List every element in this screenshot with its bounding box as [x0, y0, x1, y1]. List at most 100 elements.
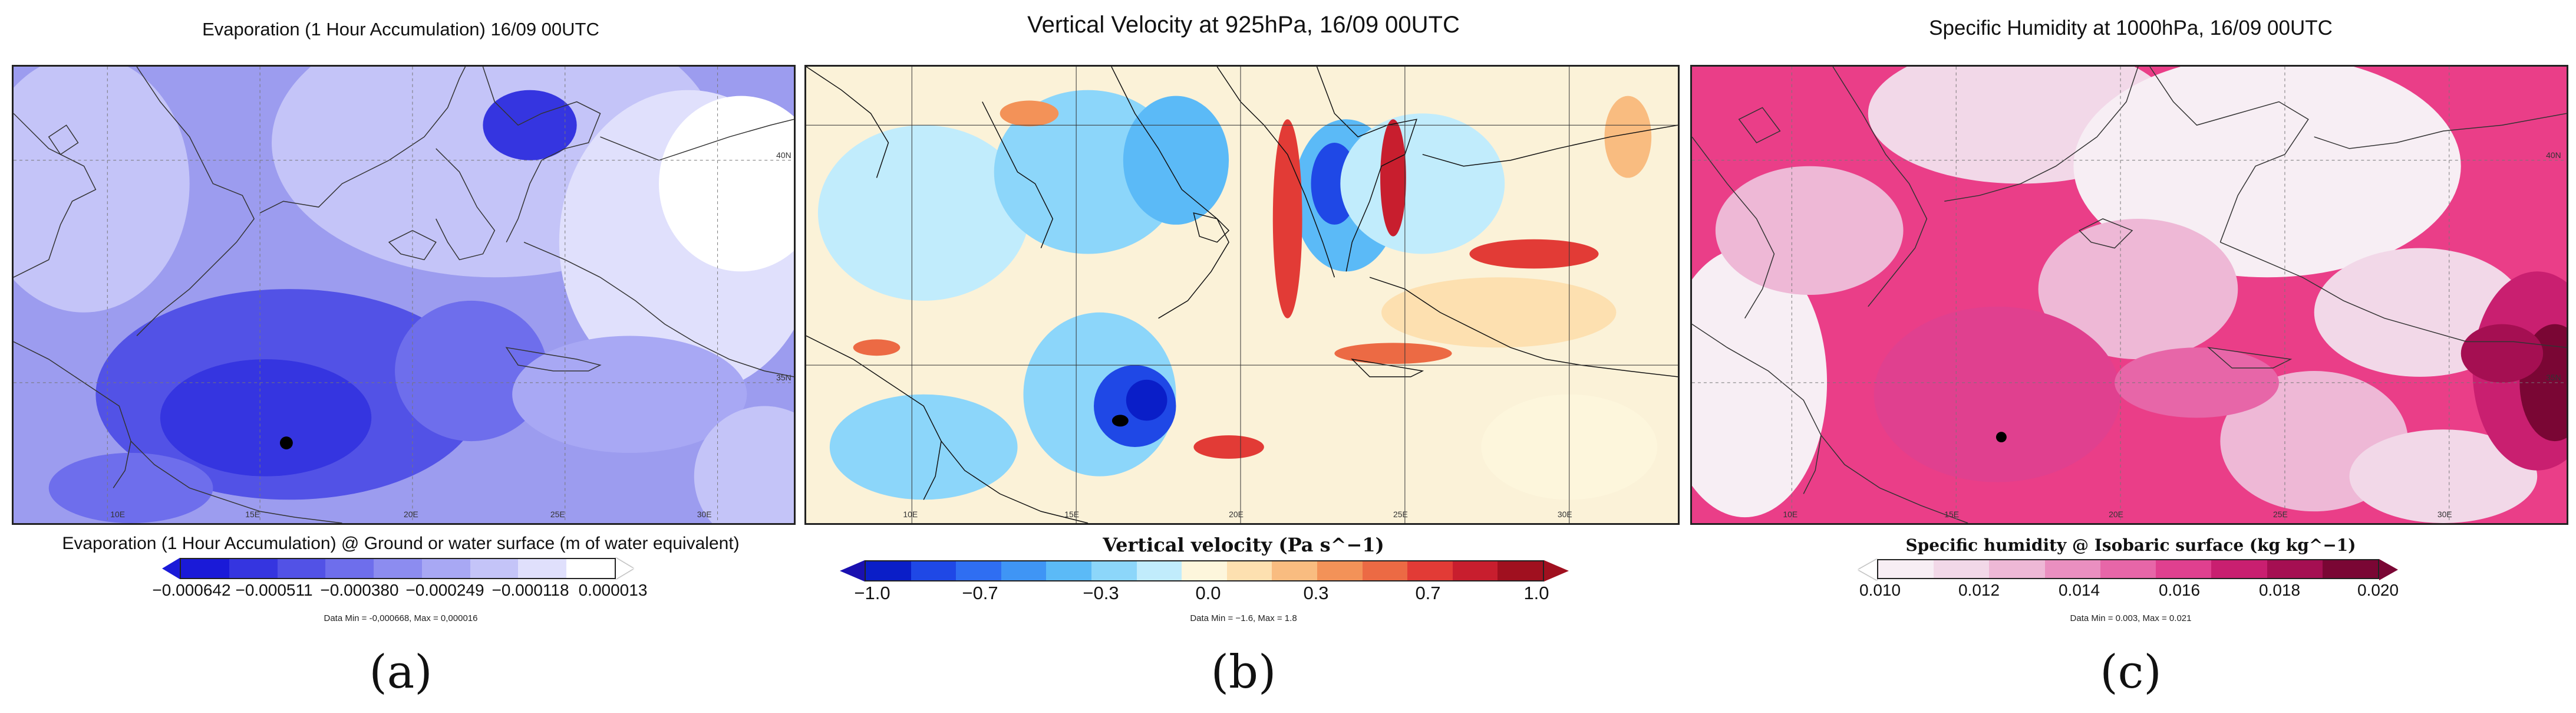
colorbar-title: Vertical velocity (Pa s^−1) — [1103, 534, 1384, 556]
field-blob — [1715, 166, 1904, 295]
lon-label: 10E — [1783, 510, 1797, 519]
panel-evaporation: Evaporation (1 Hour Accumulation) 16/09 … — [0, 0, 802, 713]
field-blob — [48, 452, 213, 523]
location-marker — [1111, 415, 1129, 427]
colorbar-tick: −1.0 — [854, 583, 890, 603]
graticule — [14, 67, 794, 523]
colorbar-cell — [2322, 560, 2378, 578]
panel-specific-humidity: Specific Humidity at 1000hPa, 16/09 00UT… — [1686, 0, 2576, 713]
location-marker — [279, 436, 293, 449]
specific-humidity-map[interactable]: 10E 15E 20E 25E 30E 40N 35N — [1690, 65, 2568, 525]
field-blob — [160, 359, 372, 477]
lon-label: 25E — [550, 510, 565, 519]
colorbar-arrow-right — [616, 558, 634, 579]
lon-label: 10E — [903, 510, 918, 519]
panel-vertical-velocity: Vertical Velocity at 925hPa, 16/09 00UTC — [802, 0, 1686, 713]
field-blob — [1272, 119, 1302, 318]
colorbar-tick: 0.020 — [2357, 581, 2399, 599]
coastlines — [14, 67, 794, 523]
colorbar-arrow-right — [1544, 560, 1569, 581]
specific-humidity-map-svg: 10E 15E 20E 25E 30E 40N 35N — [1692, 67, 2567, 523]
lat-label: 35N — [776, 373, 791, 382]
colorbar-cell — [2156, 560, 2212, 578]
panel-label-c: (c) — [2100, 646, 2162, 699]
vertical-velocity-map-svg: 10E 15E 20E 25E 30E — [806, 67, 1678, 523]
colorbar-tick: 0.000013 — [578, 581, 648, 599]
colorbar-cell — [2100, 560, 2156, 578]
field-blob — [694, 406, 794, 523]
colorbar-cell — [1362, 561, 1408, 580]
field-blob — [1469, 239, 1599, 269]
colorbar-cell — [470, 559, 519, 578]
vertical-velocity-map[interactable]: 10E 15E 20E 25E 30E — [804, 65, 1680, 525]
panel-c-title: Specific Humidity at 1000hPa, 16/09 00UT… — [1929, 17, 2333, 40]
field-blob — [14, 67, 190, 313]
lon-label: 30E — [1558, 510, 1572, 519]
colorbar-tick: 0.012 — [1958, 581, 2000, 599]
colorbar-title: Evaporation (1 Hour Accumulation) @ Grou… — [62, 534, 740, 553]
colorbar-arrow-left — [162, 558, 180, 579]
colorbar-tick: 1.0 — [1523, 583, 1549, 603]
colorbar-cell — [277, 559, 326, 578]
colorbar-tick: 0.0 — [1195, 583, 1221, 603]
lon-label: 25E — [2273, 510, 2288, 519]
panel-label-b: (b) — [1211, 646, 1277, 699]
colorbar — [1877, 559, 2379, 579]
colorbar-cell — [1934, 560, 1990, 578]
lat-label: 35N — [2546, 373, 2561, 382]
colorbar-arrow-left — [840, 560, 865, 581]
field-blob — [1381, 277, 1617, 348]
colorbar-cell — [956, 561, 1001, 580]
field-blob — [1340, 113, 1505, 254]
colorbar-cell — [911, 561, 956, 580]
colorbar-tick: 0.016 — [2158, 581, 2201, 599]
colorbar-cell — [1226, 561, 1272, 580]
graticule — [1692, 67, 2567, 523]
field-blob — [1334, 343, 1452, 364]
colorbar-tick: −0.000642 — [152, 581, 231, 599]
colorbar-cell — [1989, 560, 2045, 578]
field-blob — [1604, 96, 1652, 178]
colorbar-tick: 0.7 — [1415, 583, 1441, 603]
lon-label: 30E — [2438, 510, 2452, 519]
colorbar-arrow-right — [2379, 559, 2398, 580]
panel-b-title: Vertical Velocity at 925hPa, 16/09 00UTC — [1027, 12, 1460, 38]
field-blob — [829, 394, 1018, 500]
colorbar-cell — [325, 559, 374, 578]
colorbar-cell — [1498, 561, 1543, 580]
colorbar-tick: 0.010 — [1859, 581, 1901, 599]
colorbar-cell — [866, 561, 911, 580]
colorbar-cell — [1407, 561, 1453, 580]
colorbar-cell — [229, 559, 278, 578]
colorbar-tick: −0.000511 — [235, 581, 313, 599]
lon-label: 20E — [1229, 510, 1244, 519]
colorbar-cell — [1452, 561, 1498, 580]
colorbar-cell — [2044, 560, 2100, 578]
field-blob — [1000, 100, 1059, 127]
lat-label: 40N — [2546, 150, 2561, 160]
field-blob — [1123, 96, 1229, 225]
lon-label: 15E — [1064, 510, 1079, 519]
colorbar-cell — [1136, 561, 1182, 580]
colorbar-cell — [374, 559, 422, 578]
colorbar-cell — [1001, 561, 1047, 580]
field-blob — [1193, 435, 1264, 459]
field-blob — [512, 336, 747, 453]
data-min-max: Data Min = 0.003, Max = 0.021 — [2070, 613, 2192, 623]
colorbar-arrow-left — [1858, 559, 1877, 580]
field-blob — [1380, 119, 1406, 236]
colorbar-tick: −0.3 — [1083, 583, 1119, 603]
colorbar-title: Specific humidity @ Isobaric surface (kg… — [1905, 535, 2356, 555]
evaporation-map[interactable]: 10E 15E 20E 25E 30E 40N 35N — [12, 65, 796, 525]
colorbar-cell — [1317, 561, 1363, 580]
colorbar-tick: −0.000380 — [320, 581, 399, 599]
lon-label: 25E — [1393, 510, 1408, 519]
lon-label: 15E — [245, 510, 260, 519]
colorbar-tick: −0.7 — [962, 583, 998, 603]
field-blob — [395, 300, 547, 442]
field-blob — [2349, 429, 2538, 523]
colorbar-cell — [1878, 560, 1934, 578]
colorbar-cell — [2211, 560, 2267, 578]
colorbar-cell — [421, 559, 470, 578]
lon-label: 20E — [404, 510, 418, 519]
